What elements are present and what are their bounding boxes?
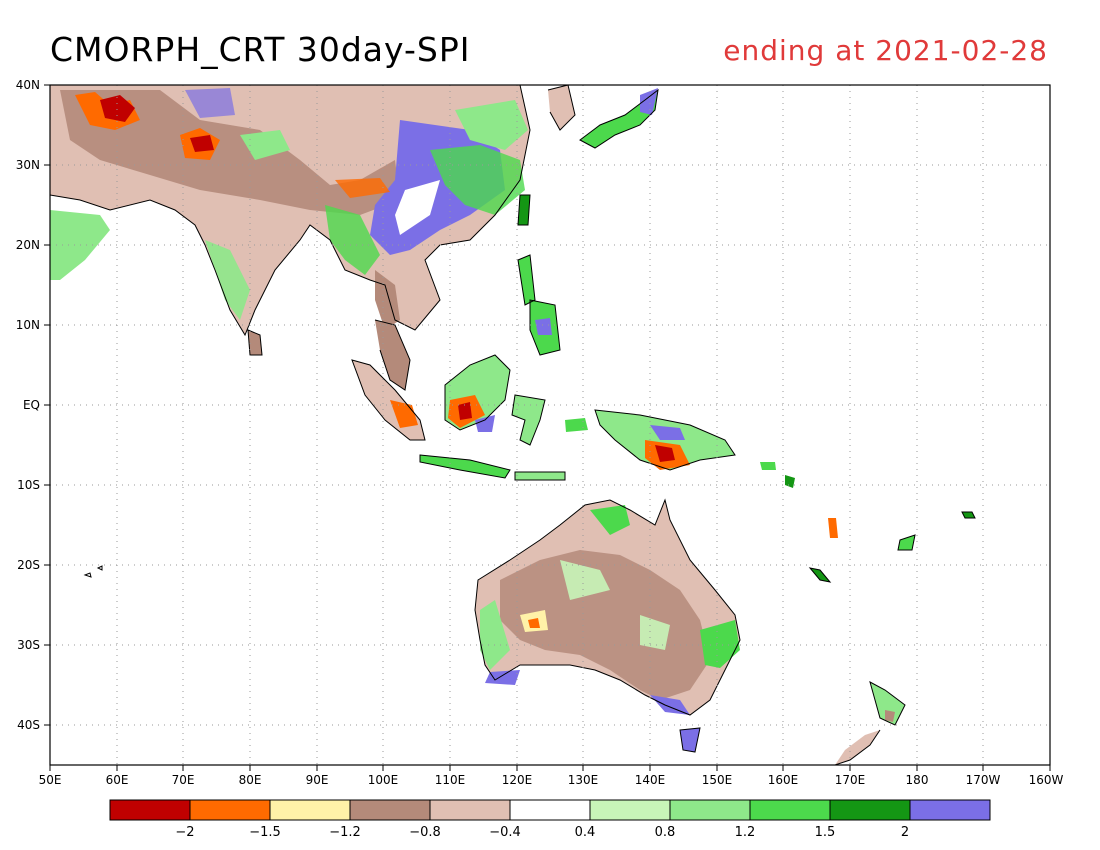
colorbar-label: 1.2	[735, 825, 756, 840]
colorbar-label: −0.8	[409, 825, 441, 840]
lat-tick-label: 20N	[16, 238, 40, 252]
colorbar-swatch	[909, 799, 991, 821]
lon-tick-label: 160E	[768, 773, 799, 787]
landmass-asia	[50, 85, 530, 335]
map-frame	[49, 84, 1051, 766]
colorbar-swatch	[349, 799, 431, 821]
landmass-new-guinea	[595, 410, 735, 470]
lon-tick-label: 100E	[368, 773, 399, 787]
landmass-philippines	[518, 255, 560, 355]
colorbar-swatch	[429, 799, 511, 821]
landmass-pacific-islands	[565, 418, 975, 582]
colorbar-label: 0.4	[575, 825, 596, 840]
landmass-sri-lanka	[248, 330, 262, 355]
lon-tick-label: 70E	[172, 773, 195, 787]
map-date-subtitle: ending at 2021-02-28	[723, 34, 1048, 67]
lat-tick-label: 40S	[17, 718, 40, 732]
lat-tick-label: EQ	[23, 398, 40, 412]
coastlines	[50, 85, 976, 765]
colorbar-swatch	[589, 799, 671, 821]
landmass-new-zealand	[835, 682, 905, 765]
lat-tick-label: 30N	[16, 158, 40, 172]
landmass-sumatra	[352, 360, 425, 440]
lat-axis: 40N 30N 20N 10N EQ 10S 20S 30S 40S	[16, 78, 50, 732]
colorbar-label: 0.8	[655, 825, 676, 840]
landmass-borneo	[445, 355, 510, 432]
colorbar-label: −1.2	[329, 825, 361, 840]
colorbar-swatch	[189, 799, 271, 821]
colorbar-label: −1.5	[249, 825, 281, 840]
lon-tick-label: 150E	[702, 773, 733, 787]
landmass-tasmania	[680, 728, 700, 752]
lat-tick-label: 20S	[17, 558, 40, 572]
landmass-taiwan	[518, 195, 530, 225]
map-title: CMORPH_CRT 30day-SPI	[50, 30, 471, 69]
spi-shading	[50, 85, 975, 765]
colorbar-swatch	[669, 799, 751, 821]
lat-tick-label: 10N	[16, 318, 40, 332]
lon-tick-label: 110E	[435, 773, 466, 787]
colorbar-label: 1.5	[815, 825, 836, 840]
lat-tick-label: 40N	[16, 78, 40, 92]
lon-tick-label: 80E	[239, 773, 262, 787]
colorbar-swatch	[749, 799, 831, 821]
colorbar-label: −2	[175, 825, 194, 840]
lon-tick-label: 170W	[966, 773, 1001, 787]
colorbar-swatch	[509, 799, 591, 821]
landmass-korea	[548, 85, 575, 130]
lon-tick-label: 60E	[106, 773, 129, 787]
lon-tick-label: 170E	[835, 773, 866, 787]
colorbar-swatch	[829, 799, 911, 821]
lon-tick-label: 160W	[1029, 773, 1064, 787]
landmass-malay-peninsula	[375, 320, 410, 390]
colorbar-swatch	[109, 799, 191, 821]
landmass-java	[420, 455, 565, 480]
lon-tick-label: 140E	[635, 773, 666, 787]
landmass-japan	[580, 88, 658, 148]
colorbar-label: −0.4	[489, 825, 521, 840]
lon-tick-label: 90E	[306, 773, 329, 787]
lon-tick-label: 180	[906, 773, 929, 787]
colorbar-swatch	[269, 799, 351, 821]
colorbar-label: 2	[901, 825, 909, 840]
landmass-sulawesi	[512, 395, 545, 445]
lat-tick-label: 10S	[17, 478, 40, 492]
lon-tick-label: 50E	[39, 773, 62, 787]
landmass-australia	[475, 500, 740, 715]
lat-tick-label: 30S	[17, 638, 40, 652]
lon-axis: 50E 60E 70E 80E 90E 100E 110E 120E 130E …	[39, 765, 1064, 787]
lon-tick-label: 130E	[568, 773, 599, 787]
colorbar: −2 −1.5 −1.2 −0.8 −0.4 0.4 0.8 1.2 1.5 2	[109, 799, 991, 840]
lon-tick-label: 120E	[502, 773, 533, 787]
